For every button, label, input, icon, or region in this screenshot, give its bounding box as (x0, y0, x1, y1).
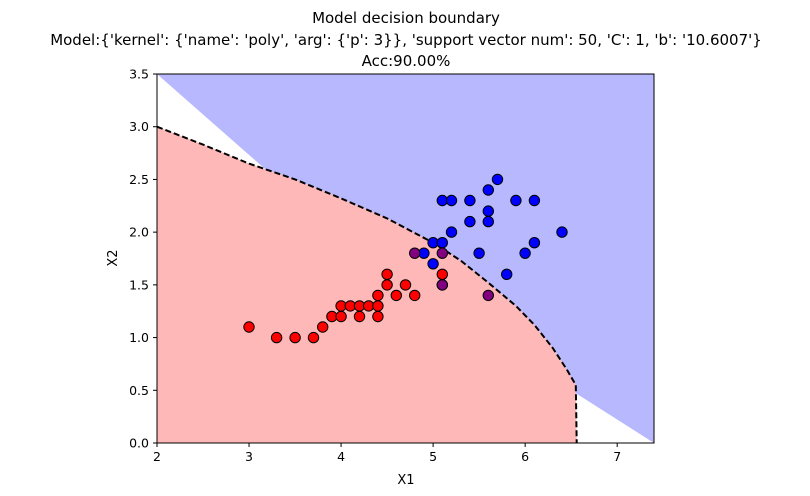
negative-point-16 (381, 268, 393, 280)
negative-point-6 (335, 310, 347, 323)
misclassified-point-0 (409, 247, 421, 259)
y-tick-label: 1.0 (129, 330, 149, 345)
positive-point-18 (501, 268, 513, 280)
title-line-1: Model decision boundary (312, 9, 500, 27)
y-tick-label: 1.5 (129, 277, 149, 292)
positive-point-9 (482, 215, 494, 228)
negative-point-18 (399, 279, 412, 291)
y-axis-ticks: 0.0 0.5 1.0 1.5 2.0 2.5 3.0 3.5 (129, 67, 157, 451)
negative-point-10 (353, 310, 366, 323)
positive-point-8 (464, 215, 476, 228)
negative-class-region (157, 126, 577, 443)
positive-point-3 (491, 173, 504, 186)
data-points (243, 173, 568, 344)
negative-point-4 (317, 321, 329, 333)
negative-point-13 (372, 310, 384, 323)
x-tick-label: 4 (337, 449, 345, 464)
decision-boundary-line (156, 125, 578, 444)
positive-point-14 (436, 237, 448, 249)
y-tick-label: 3.0 (129, 119, 149, 134)
negative-point-0 (243, 321, 255, 333)
y-tick-label: 2.5 (129, 172, 149, 187)
positive-point-4 (482, 184, 494, 196)
x-tick-label: 3 (245, 449, 253, 464)
title-line-2: Model:{'kernel': {'name': 'poly', 'arg':… (50, 31, 762, 49)
negative-point-3 (307, 331, 320, 344)
y-tick-label: 2.0 (129, 225, 149, 240)
negative-point-17 (390, 289, 402, 302)
y-tick-label: 3.5 (129, 67, 149, 82)
negative-point-20 (436, 268, 448, 280)
positive-point-1 (445, 194, 458, 207)
x-tick-label: 7 (613, 449, 621, 464)
positive-point-5 (510, 194, 522, 207)
misclassified-point-3 (482, 289, 494, 302)
positive-point-19 (427, 258, 439, 270)
positive-point-10 (445, 226, 458, 238)
negative-point-12 (372, 300, 384, 312)
positive-point-2 (464, 194, 476, 207)
positive-point-17 (519, 247, 531, 259)
x-tick-label: 6 (521, 449, 529, 464)
x-axis-ticks: 2 3 4 5 6 7 (153, 443, 621, 464)
y-tick-label: 0.5 (129, 383, 149, 398)
x-tick-label: 5 (429, 449, 437, 464)
y-axis-label: X2 (106, 249, 121, 266)
title-line-3: Acc:90.00% (362, 52, 451, 70)
x-axis-label: X1 (397, 473, 414, 488)
positive-point-6 (528, 194, 541, 207)
negative-point-1 (270, 331, 283, 344)
plot-frame (156, 73, 655, 444)
positive-point-11 (556, 226, 568, 238)
plot-area (156, 74, 654, 444)
positive-point-16 (473, 247, 485, 259)
negative-point-15 (381, 279, 393, 291)
x-tick-label: 2 (153, 449, 161, 464)
positive-point-7 (482, 205, 494, 217)
chart-title: Model decision boundary Model:{'kernel':… (50, 9, 762, 70)
y-tick-label: 0.0 (129, 436, 149, 451)
negative-point-14 (372, 289, 384, 302)
misclassified-point-1 (436, 247, 448, 259)
negative-point-2 (289, 331, 301, 344)
misclassified-point-2 (436, 279, 448, 291)
positive-point-12 (528, 237, 541, 249)
negative-point-19 (409, 289, 421, 302)
